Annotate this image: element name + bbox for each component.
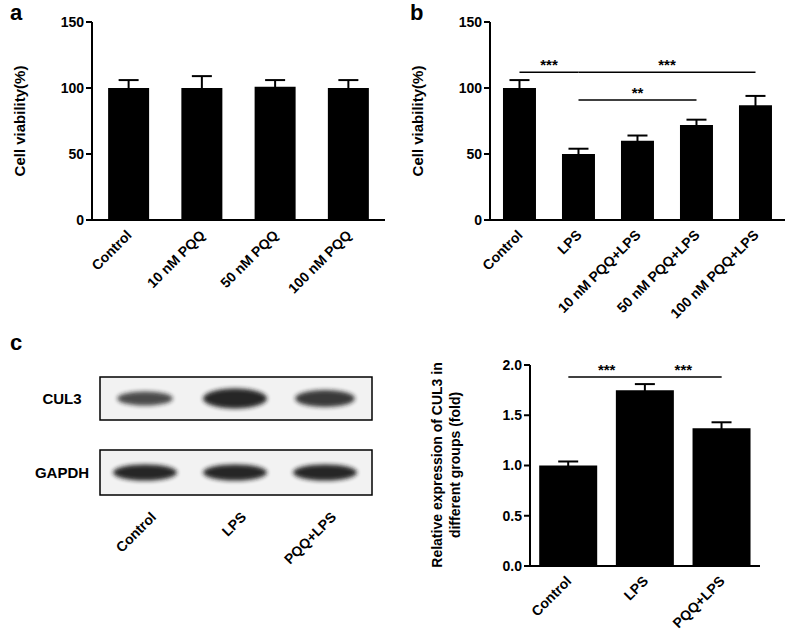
html-text:c: c — [10, 330, 23, 355]
svg-text:PQQ+LPS: PQQ+LPS — [669, 573, 727, 631]
svg-text:**: ** — [632, 84, 644, 101]
svg-text:100: 100 — [459, 80, 483, 96]
svg-text:CUL3: CUL3 — [42, 390, 81, 407]
svg-text:***: *** — [598, 361, 616, 378]
svg-text:10 nM PQQ+LPS: 10 nM PQQ+LPS — [554, 226, 644, 316]
svg-text:50: 50 — [68, 146, 84, 162]
svg-text:0.0: 0.0 — [503, 558, 523, 574]
svg-text:0: 0 — [474, 212, 482, 228]
html-text:b: b — [410, 0, 424, 25]
svg-text:0: 0 — [76, 212, 84, 228]
svg-text:PQQ+LPS: PQQ+LPS — [281, 509, 339, 567]
svg-text:100: 100 — [61, 80, 85, 96]
svg-text:LPS: LPS — [554, 227, 585, 258]
svg-text:GAPDH: GAPDH — [35, 464, 89, 481]
svg-text:150: 150 — [61, 14, 85, 30]
svg-text:150: 150 — [459, 14, 483, 30]
svg-text:Control: Control — [113, 509, 160, 556]
svg-text:2.0: 2.0 — [503, 357, 523, 373]
svg-text:Relative expression of CUL3 in: Relative expression of CUL3 in — [429, 362, 445, 567]
svg-text:1.5: 1.5 — [503, 407, 523, 423]
svg-text:***: *** — [675, 361, 693, 378]
svg-text:Cell viability(%): Cell viability(%) — [11, 66, 28, 177]
svg-text:10 nM PQQ: 10 nM PQQ — [144, 227, 208, 291]
svg-text:***: *** — [658, 56, 676, 73]
svg-text:different groups (fold): different groups (fold) — [447, 392, 463, 538]
svg-text:100 nM PQQ: 100 nM PQQ — [285, 227, 355, 297]
svg-text:100 nM PQQ+LPS: 100 nM PQQ+LPS — [667, 227, 762, 322]
svg-text:Control: Control — [88, 227, 135, 274]
svg-text:50 nM PQQ+LPS: 50 nM PQQ+LPS — [613, 226, 703, 316]
svg-text:Control: Control — [479, 227, 526, 274]
svg-text:1.0: 1.0 — [503, 457, 523, 473]
svg-text:50 nM PQQ: 50 nM PQQ — [217, 227, 281, 291]
html-text:a: a — [10, 0, 23, 25]
svg-text:***: *** — [540, 56, 558, 73]
svg-text:Control: Control — [528, 573, 575, 620]
svg-text:0.5: 0.5 — [503, 508, 523, 524]
svg-text:50: 50 — [466, 146, 482, 162]
svg-text:LPS: LPS — [621, 573, 652, 604]
svg-text:LPS: LPS — [219, 509, 250, 540]
svg-text:Cell viability(%): Cell viability(%) — [409, 66, 426, 177]
